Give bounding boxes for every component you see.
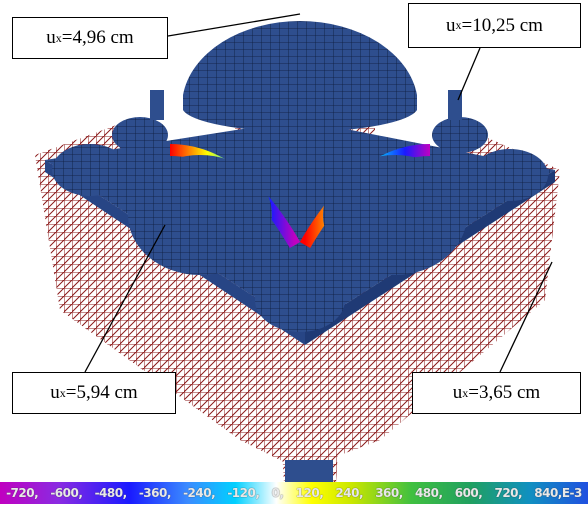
label: =4,96 cm <box>62 27 134 49</box>
legend-label: 600, <box>455 486 483 500</box>
legend-label: -480, <box>95 486 127 500</box>
structural-model <box>0 0 588 519</box>
page: ux=4,96 cm ux=10,25 cm ux=5,94 cm ux=3,6… <box>0 0 588 519</box>
legend-label: 0, <box>272 486 284 500</box>
legend-label: -240, <box>183 486 215 500</box>
label: u <box>46 27 56 49</box>
label: =3,65 cm <box>468 382 540 404</box>
label: u <box>453 382 463 404</box>
legend-label: 240, <box>335 486 363 500</box>
label: u <box>446 15 456 37</box>
legend-label: -720, <box>6 486 38 500</box>
label: =10,25 cm <box>462 15 543 37</box>
legend-label: -120, <box>227 486 259 500</box>
color-legend: -720, -600, -480, -360, -240, -120, 0, 120, 240,… <box>0 482 588 504</box>
legend-label: 480, <box>415 486 443 500</box>
label: u <box>50 382 60 404</box>
legend-label: -600, <box>50 486 82 500</box>
legend-label: 120, <box>296 486 324 500</box>
legend-label: 360, <box>375 486 403 500</box>
legend-label: 720, <box>494 486 522 500</box>
legend-label: -360, <box>139 486 171 500</box>
label: =5,94 cm <box>66 382 138 404</box>
legend-label: 840,E-3 <box>534 486 582 500</box>
